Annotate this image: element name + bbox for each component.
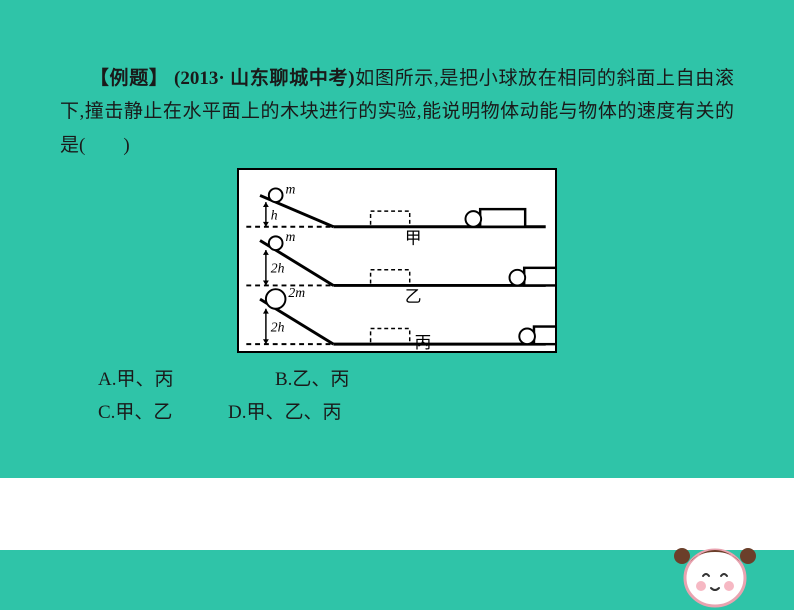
physics-diagram: mhm2h2m2h甲乙丙: [237, 168, 557, 353]
option-d: D.甲、乙、丙: [228, 396, 341, 429]
options-block: A.甲、丙 B.乙、丙 C.甲、乙 D.甲、乙、丙: [60, 363, 734, 430]
option-b: B.乙、丙: [275, 363, 349, 396]
question-stem: 【例题】 (2013· 山东聊城中考)如图所示,是把小球放在相同的斜面上自由滚下…: [60, 62, 734, 162]
svg-text:2h: 2h: [271, 319, 285, 334]
option-c: C.甲、乙: [60, 396, 228, 429]
svg-text:h: h: [271, 207, 278, 222]
svg-text:m: m: [285, 181, 295, 196]
svg-text:2h: 2h: [271, 260, 285, 275]
cartoon-doll-icon: [672, 540, 758, 610]
svg-text:2m: 2m: [288, 285, 305, 300]
diagram-container: mhm2h2m2h甲乙丙: [60, 168, 734, 353]
svg-text:甲: 甲: [405, 228, 422, 247]
svg-text:m: m: [285, 229, 295, 244]
example-label: 【例题】: [99, 68, 168, 89]
source-label: (2013· 山东聊城中考): [174, 68, 355, 89]
svg-text:乙: 乙: [405, 287, 422, 306]
svg-text:丙: 丙: [415, 333, 432, 352]
option-a: A.甲、丙: [60, 363, 275, 396]
content-area: 【例题】 (2013· 山东聊城中考)如图所示,是把小球放在相同的斜面上自由滚下…: [0, 0, 794, 429]
